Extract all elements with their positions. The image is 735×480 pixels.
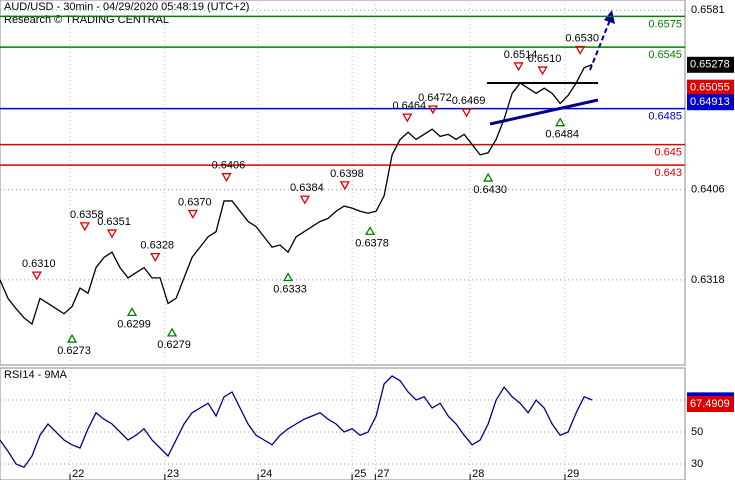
x-tick-label: 24 bbox=[260, 468, 272, 480]
y-tick-label: 30 bbox=[691, 458, 703, 470]
pivot-label: 0.6406 bbox=[212, 160, 246, 172]
pivot-label: 0.6464 bbox=[392, 100, 426, 112]
level-label: 0.6575 bbox=[648, 18, 682, 30]
pivot-label: 0.6472 bbox=[418, 92, 452, 104]
rsi-title: RSI14 - 9MA bbox=[4, 369, 68, 381]
pivot-label: 0.6530 bbox=[565, 32, 599, 44]
level-label: 0.643 bbox=[654, 167, 682, 179]
pivot-label: 0.6384 bbox=[290, 182, 324, 194]
price-tag bbox=[687, 79, 734, 96]
pivot-label: 0.6310 bbox=[22, 258, 56, 270]
high-marker bbox=[150, 252, 161, 262]
price-tag-label: 0.65055 bbox=[690, 82, 730, 94]
high-marker bbox=[339, 181, 351, 191]
price-tag-label: 67.4909 bbox=[690, 398, 730, 410]
low-marker bbox=[66, 333, 78, 343]
price-tag bbox=[687, 56, 734, 73]
high-marker bbox=[402, 113, 413, 123]
y-tick-label: 0.6581 bbox=[691, 4, 725, 16]
price-tag bbox=[687, 94, 734, 111]
high-marker bbox=[221, 173, 232, 182]
x-tick-label: 27 bbox=[377, 468, 389, 480]
low-marker bbox=[483, 172, 494, 182]
pivot-label: 0.6398 bbox=[330, 168, 364, 180]
level-label: 0.645 bbox=[654, 146, 682, 158]
low-marker bbox=[166, 327, 178, 337]
low-marker bbox=[126, 307, 138, 317]
pivot-label: 0.6299 bbox=[117, 318, 151, 330]
high-marker bbox=[299, 195, 311, 205]
price-tag bbox=[687, 396, 734, 413]
low-marker bbox=[555, 117, 566, 127]
pivot-label: 0.6430 bbox=[473, 184, 507, 196]
trend-line bbox=[489, 98, 599, 126]
low-marker bbox=[364, 226, 376, 236]
pivot-label: 0.6279 bbox=[157, 339, 191, 351]
price-tag-label: 0.65278 bbox=[690, 59, 730, 71]
high-marker bbox=[537, 66, 548, 76]
pivot-label: 0.6469 bbox=[452, 95, 486, 107]
chart-title: AUD/USD - 30min - 04/29/2020 05:48:19 (U… bbox=[4, 1, 249, 13]
pivot-label: 0.6510 bbox=[528, 53, 562, 65]
x-tick-label: 23 bbox=[167, 468, 179, 480]
high-marker bbox=[461, 108, 472, 118]
high-marker bbox=[427, 105, 439, 115]
pivot-label: 0.6273 bbox=[57, 345, 91, 357]
level-label: 0.6545 bbox=[648, 49, 682, 61]
pivot-label: 0.6328 bbox=[140, 240, 174, 252]
x-tick-label: 22 bbox=[72, 468, 84, 480]
high-marker bbox=[187, 209, 198, 219]
x-tick-label: 29 bbox=[567, 468, 579, 480]
pivot-label: 0.6378 bbox=[355, 237, 389, 249]
pivot-label: 0.6370 bbox=[178, 196, 212, 208]
pivot-label: 0.6484 bbox=[545, 129, 579, 141]
x-tick-label: 25 bbox=[354, 468, 366, 480]
price-line bbox=[0, 375, 593, 468]
pivot-label: 0.6514 bbox=[504, 49, 538, 61]
y-tick-label: 50 bbox=[691, 426, 703, 438]
pivot-label: 0.6351 bbox=[97, 216, 131, 228]
low-marker bbox=[282, 272, 294, 282]
y-tick-label: 0.6318 bbox=[691, 274, 725, 286]
high-marker bbox=[575, 45, 586, 55]
pivot-label: 0.6333 bbox=[273, 283, 307, 295]
price-line bbox=[0, 63, 593, 326]
high-marker bbox=[79, 222, 90, 232]
rsi-panel bbox=[0, 367, 686, 480]
projection-arrow bbox=[589, 19, 611, 71]
high-marker bbox=[106, 229, 118, 239]
level-label: 0.6485 bbox=[648, 111, 682, 123]
high-marker bbox=[513, 62, 524, 72]
high-marker bbox=[31, 271, 42, 281]
y-tick-label: 0.6406 bbox=[691, 184, 725, 196]
pivot-label: 0.6358 bbox=[70, 209, 104, 221]
price-tag-label: 0.64913 bbox=[690, 96, 730, 108]
x-tick-label: 28 bbox=[472, 468, 484, 480]
